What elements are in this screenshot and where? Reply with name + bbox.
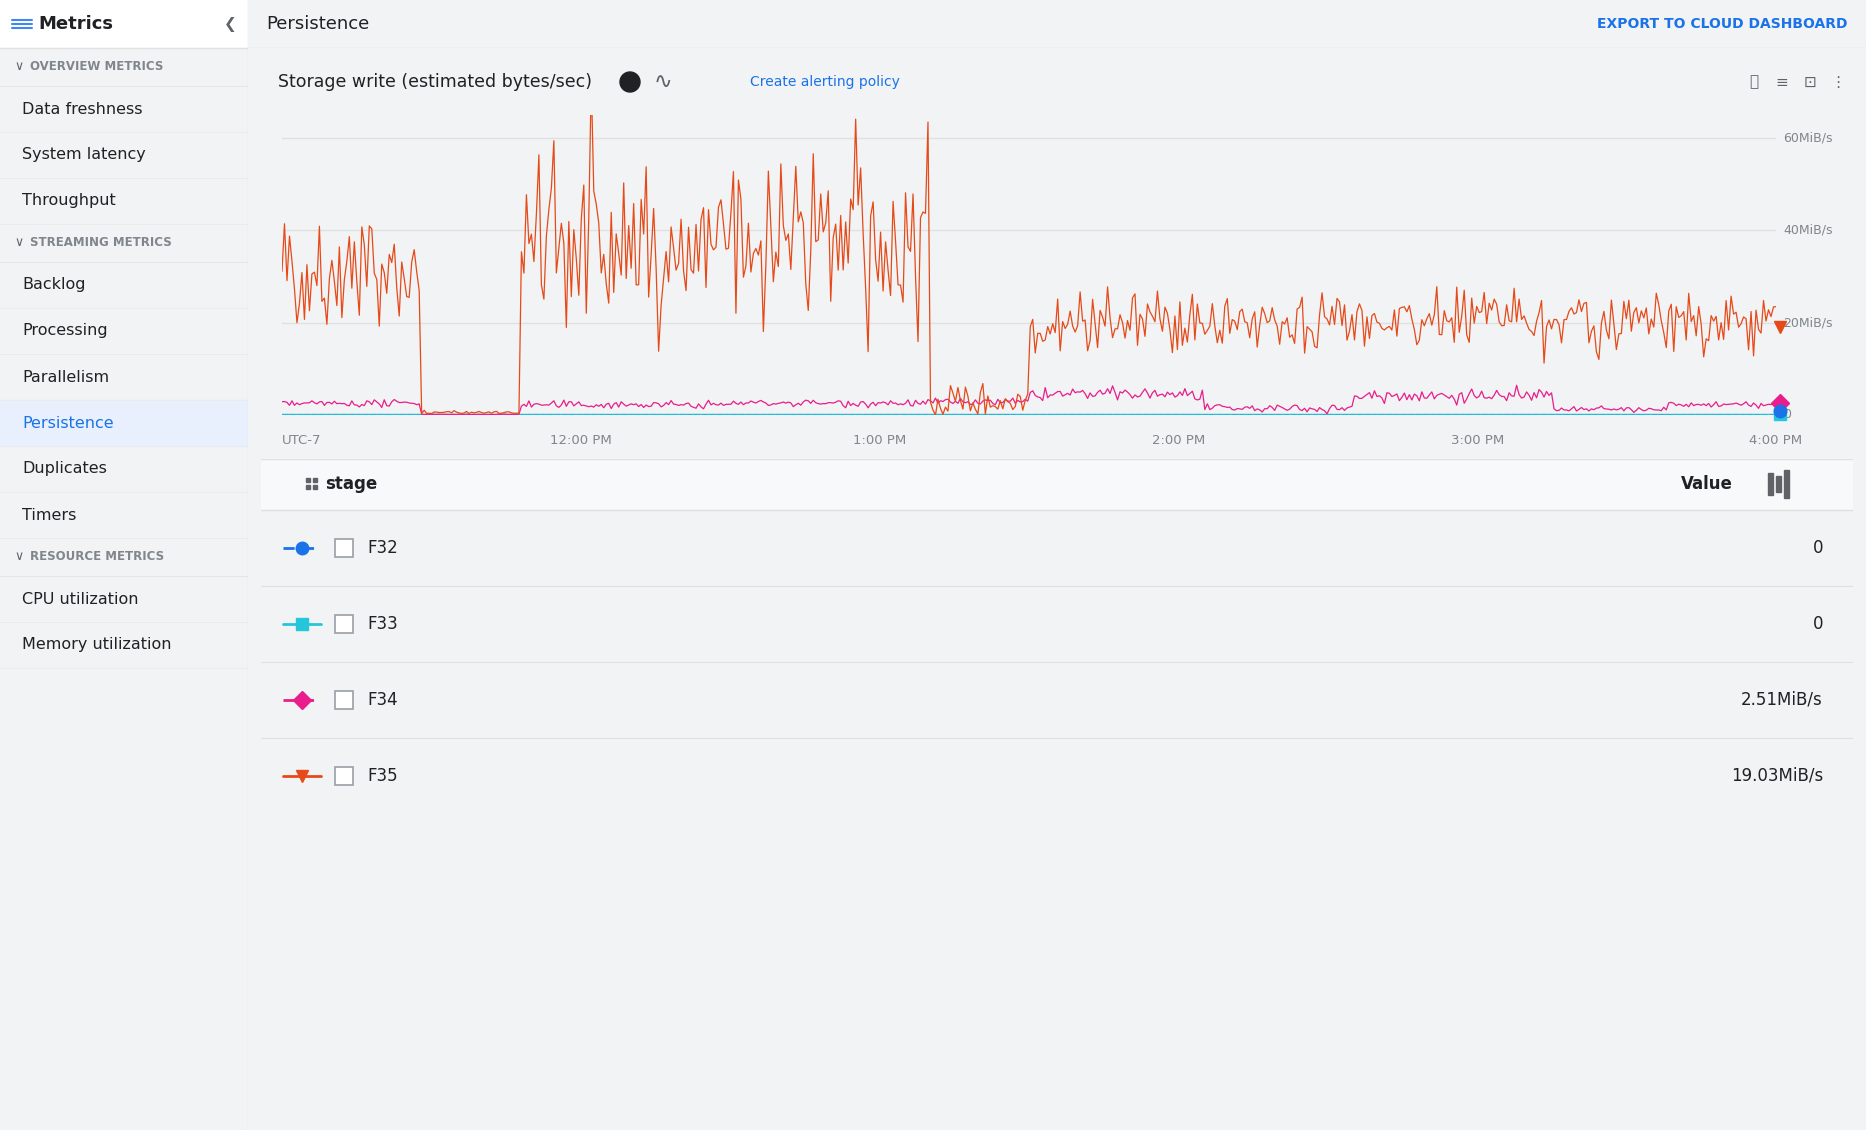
Text: ∨: ∨ (15, 236, 22, 250)
Text: CPU utilization: CPU utilization (22, 591, 138, 607)
Bar (261, 458, 1853, 510)
Text: Processing: Processing (22, 323, 108, 339)
Text: Parallelism: Parallelism (22, 370, 108, 384)
Text: F34: F34 (368, 692, 397, 709)
Text: Create alerting policy: Create alerting policy (750, 75, 899, 89)
Text: 60MiB/s: 60MiB/s (1784, 131, 1832, 145)
FancyBboxPatch shape (336, 539, 353, 557)
Text: stage: stage (325, 475, 377, 493)
Text: Metrics: Metrics (37, 15, 114, 33)
Text: F32: F32 (368, 539, 397, 557)
Text: Memory utilization: Memory utilization (22, 637, 172, 652)
Text: 12:00 PM: 12:00 PM (550, 435, 612, 447)
Text: 2:00 PM: 2:00 PM (1151, 435, 1205, 447)
Bar (306, 485, 310, 489)
Text: ❮: ❮ (224, 17, 237, 32)
Text: ∨: ∨ (15, 61, 22, 73)
Text: 2.51MiB/s: 2.51MiB/s (1741, 692, 1823, 709)
FancyBboxPatch shape (336, 767, 353, 785)
Text: 4:00 PM: 4:00 PM (1750, 435, 1803, 447)
Text: RESOURCE METRICS: RESOURCE METRICS (30, 550, 164, 564)
Bar (313, 485, 317, 489)
Bar (0, 0, 248, 47)
Text: ⋮: ⋮ (1831, 75, 1845, 89)
Bar (313, 478, 317, 483)
FancyBboxPatch shape (336, 692, 353, 709)
Bar (1776, 476, 1780, 492)
FancyBboxPatch shape (336, 615, 353, 633)
Text: OVERVIEW METRICS: OVERVIEW METRICS (30, 61, 164, 73)
Bar (0, 538, 248, 576)
Text: 3:00 PM: 3:00 PM (1450, 435, 1504, 447)
Text: Throughput: Throughput (22, 193, 116, 209)
Text: ∨: ∨ (15, 550, 22, 564)
Text: ?: ? (627, 76, 634, 88)
Text: Backlog: Backlog (22, 278, 86, 293)
Text: ≡: ≡ (1776, 75, 1788, 89)
Text: ⊡: ⊡ (1804, 75, 1816, 89)
Text: F33: F33 (368, 615, 397, 633)
Text: Data freshness: Data freshness (22, 102, 142, 116)
Circle shape (620, 72, 640, 92)
Text: Persistence: Persistence (22, 416, 114, 431)
Text: ∿: ∿ (653, 72, 672, 92)
Text: UTC-7: UTC-7 (282, 435, 321, 447)
Text: F35: F35 (368, 767, 397, 785)
Text: System latency: System latency (22, 148, 146, 163)
Text: 🔍: 🔍 (1750, 75, 1758, 89)
Text: STREAMING METRICS: STREAMING METRICS (30, 236, 172, 250)
Text: 0: 0 (1812, 539, 1823, 557)
Bar (0, 224, 248, 262)
Text: 0: 0 (1784, 409, 1791, 421)
Text: EXPORT TO CLOUD DASHBOARD: EXPORT TO CLOUD DASHBOARD (1597, 17, 1847, 31)
Text: 20MiB/s: 20MiB/s (1784, 316, 1832, 329)
Bar (1784, 470, 1789, 498)
Bar (0, 47, 248, 86)
Text: 1:00 PM: 1:00 PM (853, 435, 907, 447)
Text: Timers: Timers (22, 507, 77, 522)
Bar (306, 478, 310, 483)
Text: 0: 0 (1812, 615, 1823, 633)
Text: 40MiB/s: 40MiB/s (1784, 224, 1832, 237)
Bar (0, 400, 248, 446)
Text: Persistence: Persistence (267, 15, 369, 33)
Text: Duplicates: Duplicates (22, 461, 106, 477)
Text: Storage write (estimated bytes/sec): Storage write (estimated bytes/sec) (278, 73, 592, 92)
Text: 19.03MiB/s: 19.03MiB/s (1732, 767, 1823, 785)
Text: Value: Value (1681, 475, 1734, 493)
Bar (1767, 473, 1773, 495)
